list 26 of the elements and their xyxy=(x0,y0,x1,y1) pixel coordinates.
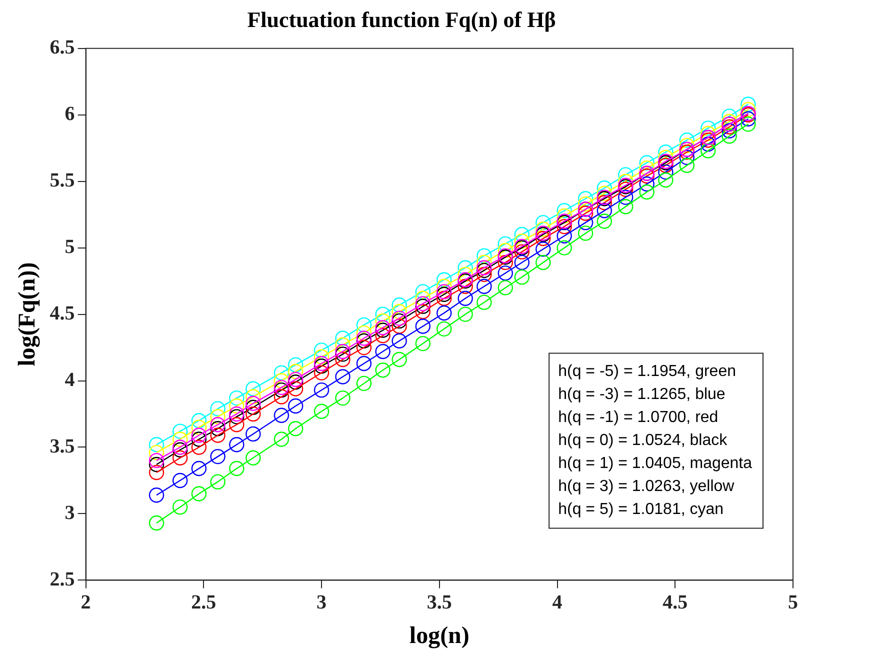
y-tick-label: 4.5 xyxy=(50,302,75,324)
x-tick-label: 3.5 xyxy=(426,591,452,614)
y-tick-label: 4 xyxy=(64,368,75,391)
annotation: h(q = -5) = 1.1954, green xyxy=(558,363,736,380)
y-tick-label: 3 xyxy=(64,502,75,524)
x-axis-title: log(n) xyxy=(409,622,470,649)
annotation: h(q = 3) = 1.0263, yellow xyxy=(558,478,735,496)
x-tick-label: 2.5 xyxy=(191,591,216,614)
x-tick-label: 2 xyxy=(80,591,91,614)
annotation: h(q = 0) = 1.0524, black xyxy=(558,432,728,450)
y-tick-label: 6 xyxy=(64,103,75,126)
y-tick-label: 6.5 xyxy=(50,36,75,59)
x-tick-label: 4 xyxy=(552,591,562,614)
chart-title: Fluctuation function Fq(n) of Hβ xyxy=(247,6,556,32)
y-axis-title: log(Fq(n)) xyxy=(14,262,41,366)
annotation: h(q = -1) = 1.0700, red xyxy=(558,409,718,426)
annotation: h(q = 5) = 1.0181, cyan xyxy=(558,501,724,518)
y-tick-label: 5 xyxy=(64,236,75,258)
x-tick-label: 5 xyxy=(788,591,798,614)
annotation: h(q = 1) = 1.0405, magenta xyxy=(558,455,752,472)
x-tick-label: 3 xyxy=(316,591,327,614)
y-tick-label: 5.5 xyxy=(50,170,75,192)
x-tick-label: 4.5 xyxy=(662,591,688,614)
y-tick-label: 2.5 xyxy=(50,568,75,590)
annotation: h(q = -3) = 1.1265, blue xyxy=(558,386,726,404)
y-tick-label: 3.5 xyxy=(50,435,75,458)
